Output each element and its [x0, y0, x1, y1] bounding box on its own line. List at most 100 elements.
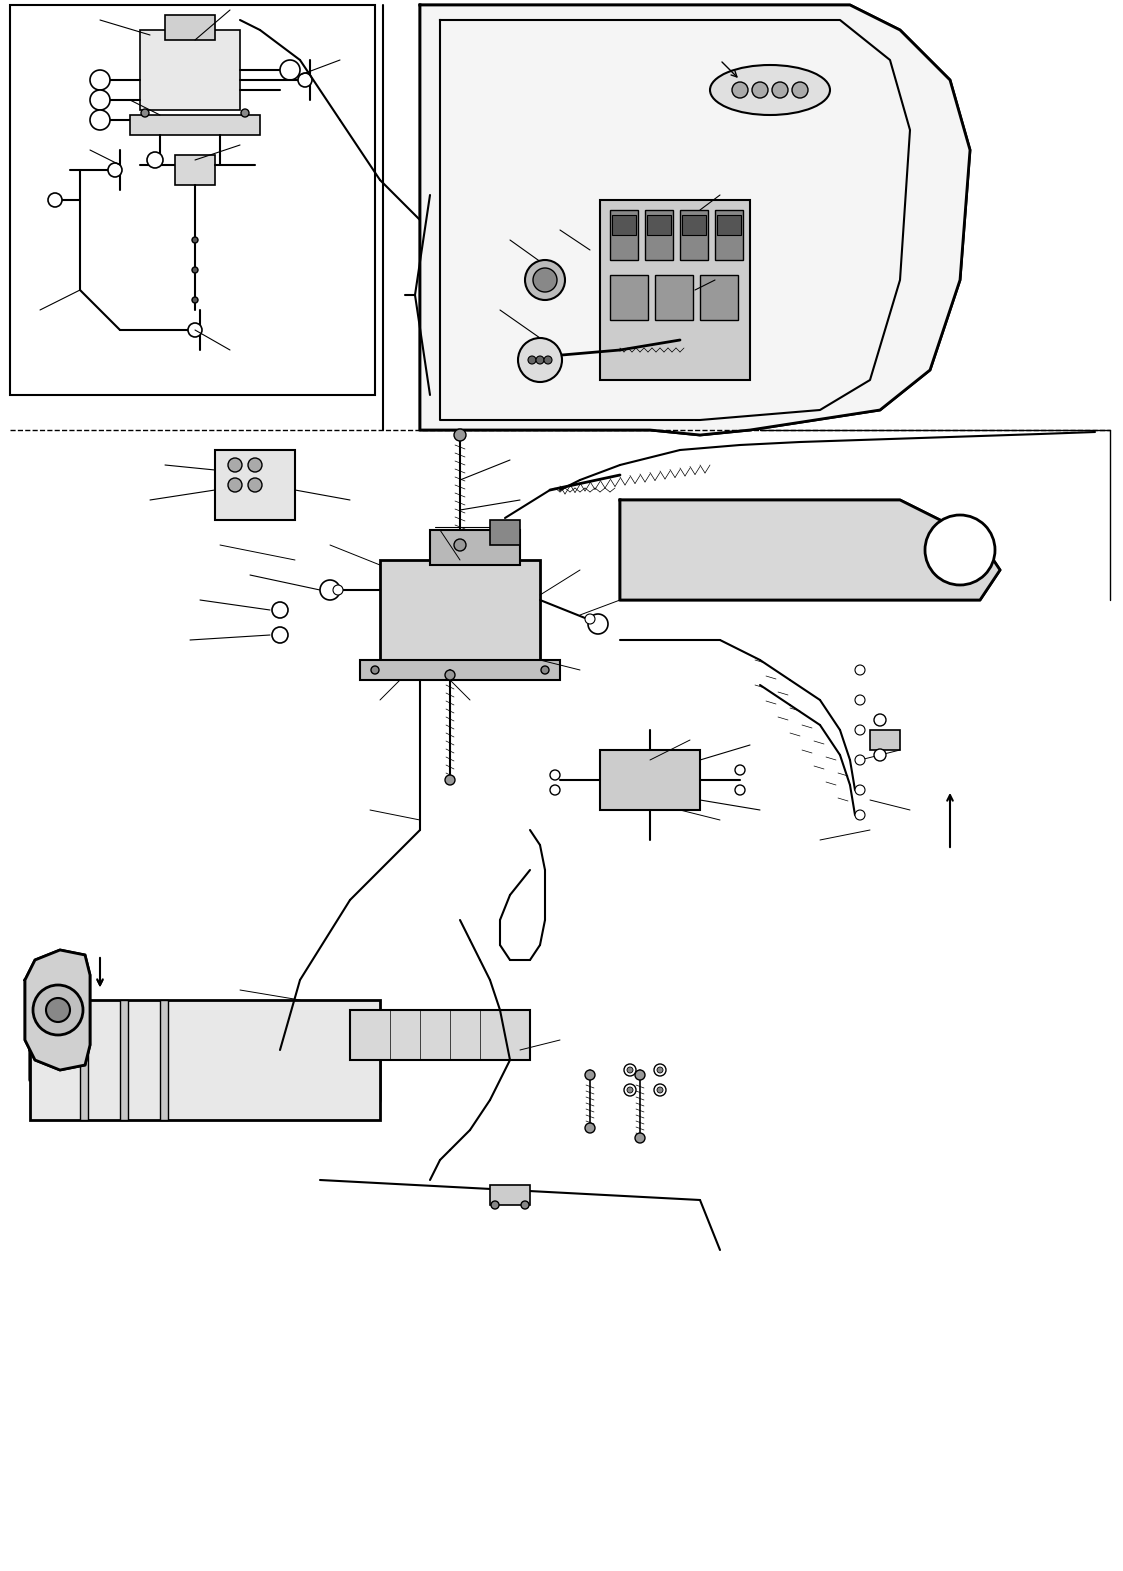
- Bar: [870, 731, 900, 749]
- Circle shape: [654, 1084, 666, 1097]
- Circle shape: [454, 539, 466, 551]
- Bar: [175, 156, 214, 185]
- Circle shape: [320, 580, 340, 600]
- Bar: [140, 30, 240, 110]
- Bar: [360, 660, 560, 680]
- Circle shape: [634, 1070, 645, 1079]
- Circle shape: [792, 82, 809, 97]
- Circle shape: [874, 713, 886, 726]
- Circle shape: [657, 1067, 663, 1073]
- Bar: [645, 211, 673, 259]
- Circle shape: [855, 811, 865, 820]
- Circle shape: [634, 1133, 645, 1144]
- Circle shape: [627, 1067, 633, 1073]
- Bar: [10, 5, 375, 394]
- Circle shape: [524, 259, 565, 300]
- Bar: [350, 1010, 530, 1060]
- Circle shape: [624, 1084, 636, 1097]
- Circle shape: [855, 724, 865, 735]
- Circle shape: [654, 1064, 666, 1076]
- Circle shape: [772, 82, 788, 97]
- Bar: [655, 275, 693, 320]
- Bar: [214, 449, 295, 520]
- Circle shape: [855, 665, 865, 676]
- Bar: [130, 115, 261, 135]
- Circle shape: [588, 614, 608, 635]
- Bar: [681, 211, 707, 259]
- Circle shape: [627, 1087, 633, 1093]
- Circle shape: [855, 786, 865, 795]
- Circle shape: [298, 72, 312, 86]
- Bar: [600, 749, 700, 811]
- Circle shape: [544, 357, 553, 364]
- Bar: [490, 520, 520, 545]
- Circle shape: [925, 515, 995, 584]
- Bar: [30, 1001, 380, 1120]
- Bar: [647, 215, 672, 236]
- Bar: [716, 215, 741, 236]
- Circle shape: [445, 775, 455, 786]
- Bar: [682, 215, 706, 236]
- Circle shape: [855, 756, 865, 765]
- Bar: [610, 211, 638, 259]
- Circle shape: [734, 786, 745, 795]
- Bar: [700, 275, 738, 320]
- Polygon shape: [25, 950, 90, 1070]
- Circle shape: [550, 770, 560, 779]
- Circle shape: [141, 108, 149, 116]
- Circle shape: [454, 429, 466, 441]
- Circle shape: [585, 1070, 595, 1079]
- Circle shape: [90, 90, 110, 110]
- Circle shape: [228, 459, 241, 471]
- Circle shape: [272, 627, 287, 643]
- Circle shape: [533, 269, 557, 292]
- Circle shape: [192, 297, 198, 303]
- Circle shape: [734, 765, 745, 775]
- Bar: [165, 16, 214, 39]
- Circle shape: [518, 338, 562, 382]
- Circle shape: [192, 237, 198, 244]
- Circle shape: [334, 584, 343, 595]
- Bar: [80, 1001, 88, 1120]
- Circle shape: [445, 669, 455, 680]
- Circle shape: [280, 60, 300, 80]
- Polygon shape: [620, 500, 999, 600]
- Bar: [490, 1185, 530, 1205]
- Circle shape: [585, 614, 595, 624]
- Circle shape: [241, 108, 249, 116]
- Circle shape: [33, 985, 83, 1035]
- Polygon shape: [420, 5, 970, 435]
- Circle shape: [272, 602, 287, 617]
- Circle shape: [855, 694, 865, 705]
- Bar: [600, 200, 750, 380]
- Bar: [380, 559, 540, 660]
- Circle shape: [46, 998, 70, 1023]
- Circle shape: [371, 666, 378, 674]
- Bar: [610, 275, 648, 320]
- Circle shape: [48, 193, 62, 207]
- Bar: [120, 1001, 128, 1120]
- Circle shape: [188, 324, 202, 338]
- Circle shape: [528, 357, 536, 364]
- Circle shape: [90, 110, 110, 130]
- Circle shape: [147, 152, 163, 168]
- Polygon shape: [30, 1031, 380, 1100]
- Bar: [715, 211, 743, 259]
- Circle shape: [491, 1200, 499, 1210]
- Circle shape: [248, 459, 262, 471]
- Circle shape: [521, 1200, 529, 1210]
- Circle shape: [228, 478, 241, 492]
- Circle shape: [657, 1087, 663, 1093]
- Circle shape: [732, 82, 748, 97]
- Circle shape: [874, 749, 886, 760]
- Ellipse shape: [710, 64, 830, 115]
- Circle shape: [108, 163, 122, 178]
- Circle shape: [624, 1064, 636, 1076]
- Circle shape: [541, 666, 549, 674]
- Circle shape: [585, 1123, 595, 1133]
- Bar: [430, 529, 520, 566]
- Circle shape: [536, 357, 544, 364]
- Bar: [159, 1001, 168, 1120]
- Circle shape: [192, 267, 198, 273]
- Circle shape: [248, 478, 262, 492]
